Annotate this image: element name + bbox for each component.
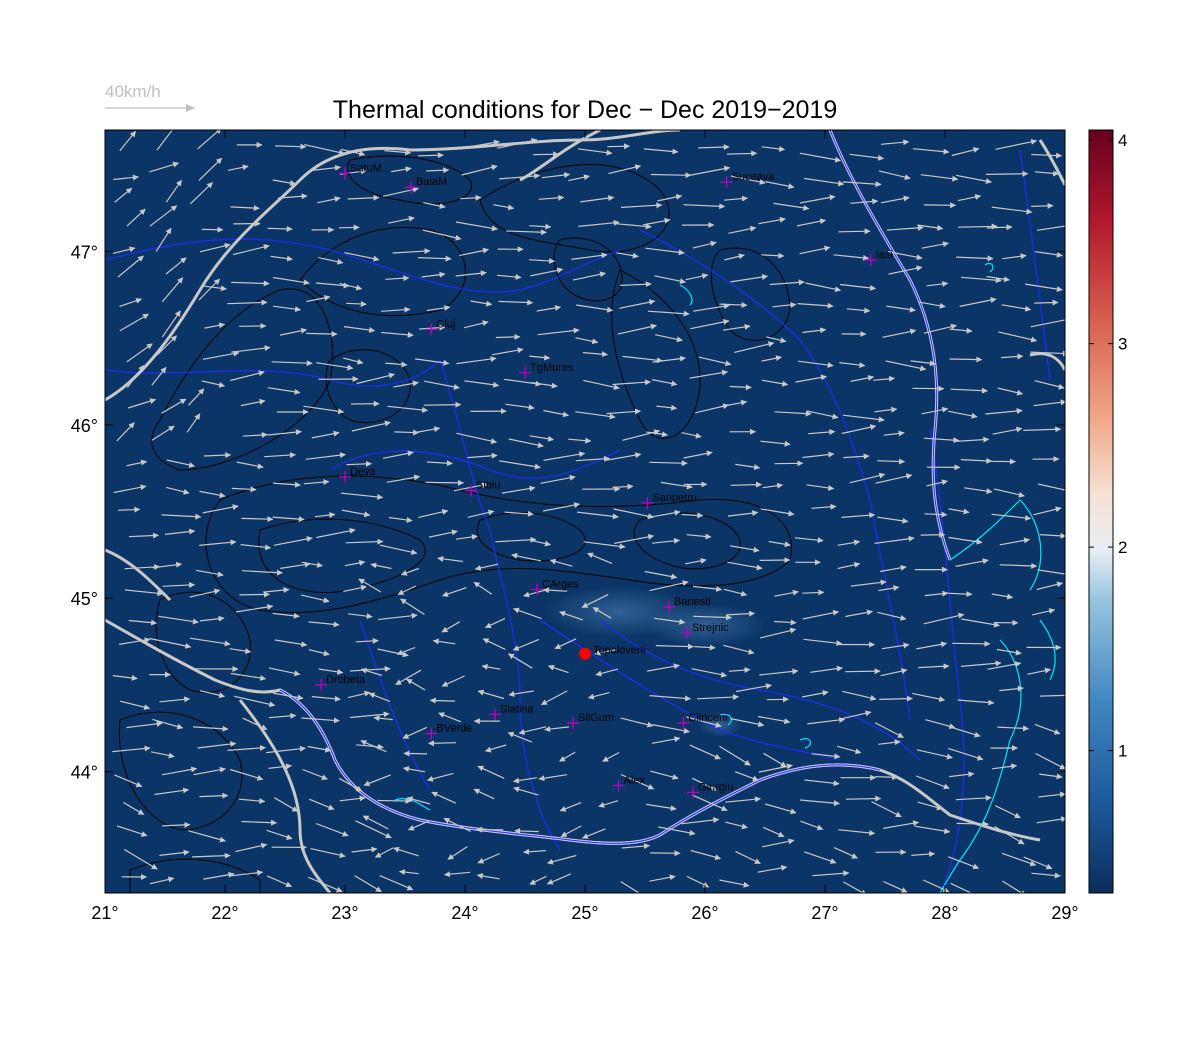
wind-arrow-icon — [1034, 302, 1058, 303]
lon-tick-label: 28° — [931, 903, 958, 923]
wind-arrow-icon — [239, 594, 269, 595]
city-label: Drobeta — [326, 674, 366, 686]
city-label: Sibiu — [476, 480, 500, 492]
colorbar-tick-label: 2 — [1118, 538, 1127, 557]
map-area — [105, 124, 1078, 900]
map-title: Thermal conditions for Dec − Dec 2019−20… — [333, 96, 837, 124]
city-label: Clinceni — [688, 712, 727, 724]
wind-arrow-icon — [426, 482, 464, 483]
wind-arrow-icon — [267, 228, 292, 229]
city-label: Slatina — [500, 703, 535, 715]
wind-arrow-icon — [731, 485, 762, 486]
lon-tick-label: 22° — [211, 903, 238, 923]
colorbar-tick-label: 4 — [1118, 131, 1127, 150]
lon-tick-label: 24° — [451, 903, 478, 923]
highlight-label: Topoloveni — [593, 645, 646, 657]
wind-arrow-icon — [607, 146, 629, 147]
city-label: BaiaM — [416, 176, 447, 188]
lon-tick-label: 27° — [811, 903, 838, 923]
wind-arrow-icon — [950, 359, 982, 360]
wind-arrow-icon — [958, 226, 997, 227]
city-label: Suceava — [732, 171, 776, 183]
city-label: TgMures — [530, 362, 574, 374]
wind-arrow-icon — [727, 153, 757, 154]
lat-tick-label: 44° — [71, 763, 98, 783]
wind-arrow-icon — [241, 518, 272, 519]
city-label: BVerde — [436, 722, 472, 734]
lon-tick-label: 25° — [571, 903, 598, 923]
lon-tick-label: 23° — [331, 903, 358, 923]
city-label: Giurgiu — [698, 781, 733, 793]
city-label: Strejnic — [692, 622, 729, 634]
wind-arrow-icon — [921, 535, 945, 536]
lon-tick-label: 29° — [1051, 903, 1078, 923]
wind-arrow-icon — [418, 155, 443, 156]
wind-arrow-icon — [378, 801, 411, 802]
wind-arrow-icon — [496, 337, 520, 338]
wind-arrow-icon — [839, 231, 870, 232]
wind-arrow-icon — [952, 643, 990, 644]
colorbar-tick-label: 1 — [1118, 742, 1127, 761]
wind-arrow-icon — [986, 174, 1028, 175]
lon-tick-label: 21° — [91, 903, 118, 923]
city-label: Deva — [350, 466, 377, 478]
lon-tick-label: 26° — [691, 903, 718, 923]
wind-arrow-icon — [306, 333, 337, 334]
lat-tick-label: 45° — [71, 589, 98, 609]
colorbar: 1 2 3 4 — [1089, 130, 1127, 893]
wind-arrow-icon — [394, 432, 418, 433]
colorbar-tick-label: 3 — [1118, 335, 1127, 354]
wind-arrow-icon — [651, 175, 691, 176]
wind-arrow-icon — [1031, 206, 1053, 207]
wind-arrow-icon — [875, 777, 898, 778]
colorbar-gradient — [1089, 130, 1113, 893]
highlight-dot — [579, 648, 591, 660]
city-label: Sanpetru — [652, 492, 697, 504]
wind-arrow-icon — [515, 831, 539, 832]
city-label: SilGum — [578, 712, 614, 724]
city-label: SatuM — [350, 162, 382, 174]
lat-tick-label: 47° — [71, 242, 98, 262]
city-label: CArges — [542, 579, 579, 591]
city-label: Banesti — [674, 596, 711, 608]
wind-arrow-icon — [430, 700, 455, 701]
wind-scale-label: 40km/h — [105, 82, 161, 101]
wind-arrow-icon — [957, 823, 989, 824]
city-label: Alex — [624, 774, 646, 786]
wind-arrow-icon — [429, 743, 456, 744]
thermal-field — [105, 130, 1065, 893]
city-label: Iasi — [876, 249, 893, 261]
lat-tick-label: 46° — [71, 416, 98, 436]
wind-arrow-icon — [404, 753, 427, 754]
city-label: Cluj — [436, 318, 455, 330]
wind-arrow-icon — [424, 405, 461, 406]
wind-scale-arrow-icon — [105, 104, 195, 112]
wind-arrow-icon — [845, 671, 880, 672]
wind-arrow-icon — [846, 799, 881, 800]
